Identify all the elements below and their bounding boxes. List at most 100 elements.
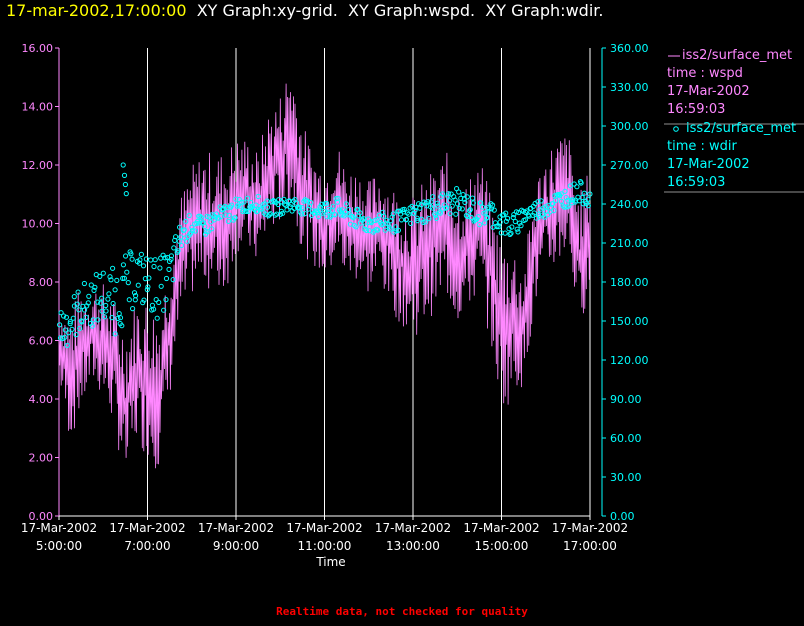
wdir-point bbox=[112, 331, 118, 337]
wdir-point bbox=[83, 314, 89, 320]
x-tick-date: 17-Mar-2002 bbox=[198, 521, 274, 535]
wdir-point bbox=[430, 194, 436, 200]
wdir-point bbox=[103, 302, 109, 309]
right-tick-label: 300.00 bbox=[610, 120, 649, 133]
wdir-point bbox=[105, 296, 111, 302]
wdir-point bbox=[115, 315, 121, 321]
right-tick-label: 0.00 bbox=[610, 510, 635, 523]
wdir-point bbox=[144, 287, 150, 293]
wdir-point bbox=[180, 228, 186, 234]
wdir-point bbox=[85, 300, 91, 306]
right-tick-label: 30.00 bbox=[610, 471, 642, 484]
wdir-point bbox=[58, 310, 64, 316]
wdir-point bbox=[100, 270, 106, 276]
wdir-point bbox=[241, 199, 247, 205]
wdir-point bbox=[168, 253, 174, 259]
wdir-point bbox=[390, 211, 396, 217]
wdir-point bbox=[103, 308, 109, 314]
x-tick-date: 17-Mar-2002 bbox=[375, 521, 451, 535]
wdir-point bbox=[511, 212, 517, 218]
wdir-point bbox=[123, 191, 129, 197]
left-tick-label: 16.00 bbox=[22, 42, 54, 55]
wdir-point bbox=[192, 228, 198, 234]
wdir-point bbox=[551, 208, 557, 214]
wdir-point bbox=[587, 191, 593, 197]
wdir-point bbox=[566, 203, 572, 209]
wdir-point bbox=[198, 215, 204, 221]
x-tick-date: 17-Mar-2002 bbox=[552, 521, 628, 535]
wdir-point bbox=[176, 238, 182, 244]
wdir-point bbox=[75, 289, 81, 295]
wdir-point bbox=[73, 332, 79, 338]
legend-wdir-date: 17-Mar-2002 bbox=[667, 157, 750, 172]
wdir-point bbox=[57, 322, 63, 328]
wdir-point bbox=[444, 205, 450, 211]
wdir-point bbox=[437, 210, 443, 216]
wdir-point bbox=[181, 227, 187, 233]
wdir-point bbox=[142, 276, 148, 282]
wdir-point bbox=[81, 307, 88, 313]
wdir-point bbox=[129, 256, 135, 262]
legend-wdir-source: iss2/surface_met bbox=[686, 121, 797, 136]
wdir-point bbox=[140, 263, 147, 269]
wdir-point bbox=[435, 203, 441, 209]
legend-wspd: iss2/surface_met time : wspd 17-Mar-2002… bbox=[667, 47, 792, 119]
wdir-point bbox=[538, 198, 544, 204]
wdir-point bbox=[483, 210, 489, 216]
wdir-point bbox=[177, 224, 183, 230]
wdir-point bbox=[138, 251, 144, 257]
wdir-point bbox=[62, 327, 69, 333]
wdir-point bbox=[503, 218, 509, 224]
wdir-point bbox=[302, 211, 308, 217]
wdir-point bbox=[319, 201, 325, 207]
wdir-point bbox=[408, 220, 414, 226]
wdir-point bbox=[141, 297, 147, 303]
right-tick-label: 360.00 bbox=[610, 42, 649, 55]
wdir-point bbox=[112, 287, 118, 293]
wdir-point bbox=[122, 181, 129, 188]
wdir-point bbox=[355, 206, 361, 212]
wdir-point bbox=[140, 300, 146, 306]
wdir-point bbox=[368, 220, 375, 226]
x-tick-time: 15:00:00 bbox=[475, 539, 529, 553]
wdir-point bbox=[447, 198, 453, 204]
wdir-point bbox=[163, 275, 170, 282]
wdir-point bbox=[403, 216, 409, 222]
wdir-point bbox=[298, 211, 305, 217]
wdir-point bbox=[448, 191, 454, 197]
wdir-point bbox=[275, 201, 281, 208]
wdir-point bbox=[197, 213, 203, 219]
left-tick-label: 0.00 bbox=[29, 510, 54, 523]
right-tick-label: 90.00 bbox=[610, 393, 642, 406]
wdir-point bbox=[449, 203, 455, 209]
wdir-point bbox=[154, 315, 160, 321]
wdir-point bbox=[156, 299, 162, 305]
wdir-point bbox=[558, 198, 565, 204]
wdir-point bbox=[151, 263, 157, 270]
graph-title-bar: 17-mar-2002,17:00:00 XY Graph:xy-grid. X… bbox=[6, 1, 603, 20]
wdir-point bbox=[202, 231, 209, 237]
wdir-point bbox=[114, 277, 120, 283]
wdir-point bbox=[550, 201, 556, 207]
wdir-point bbox=[189, 224, 195, 230]
right-tick-label: 330.00 bbox=[610, 81, 649, 94]
wdir-point bbox=[558, 191, 564, 197]
x-tick-time: 9:00:00 bbox=[213, 539, 259, 553]
right-tick-label: 270.00 bbox=[610, 159, 649, 172]
wdir-point bbox=[541, 214, 548, 220]
wdir-point bbox=[81, 280, 88, 287]
wdir-point bbox=[234, 203, 240, 209]
left-tick-label: 2.00 bbox=[29, 452, 54, 465]
wdir-point bbox=[518, 223, 524, 229]
left-tick-label: 12.00 bbox=[22, 159, 54, 172]
wdir-point bbox=[137, 257, 143, 263]
wdir-point bbox=[264, 204, 271, 210]
wdir-point bbox=[458, 195, 464, 201]
wdir-point bbox=[186, 212, 192, 219]
wdir-point bbox=[362, 223, 369, 229]
wdir-point bbox=[281, 196, 287, 202]
wdir-point bbox=[353, 224, 359, 230]
wdir-point bbox=[466, 208, 472, 214]
wdir-point bbox=[433, 215, 439, 221]
wdir-point bbox=[145, 284, 151, 290]
